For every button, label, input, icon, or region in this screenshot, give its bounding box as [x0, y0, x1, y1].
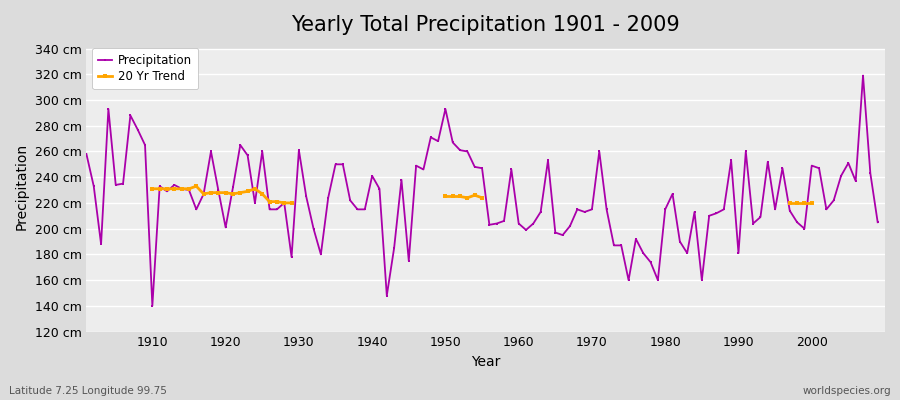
Precipitation — [81, 152, 92, 156]
Bar — [86, 254, 885, 280]
Bar — [86, 126, 885, 152]
20 Yr Trend — [198, 192, 209, 196]
Text: Latitude 7.25 Longitude 99.75: Latitude 7.25 Longitude 99.75 — [9, 386, 166, 396]
Precipitation — [147, 304, 158, 308]
Precipitation — [520, 228, 531, 232]
20 Yr Trend — [162, 186, 173, 191]
20 Yr Trend — [191, 184, 202, 189]
20 Yr Trend — [176, 186, 187, 191]
20 Yr Trend — [286, 200, 297, 205]
Bar — [86, 74, 885, 100]
Bar — [86, 306, 885, 332]
20 Yr Trend — [220, 190, 231, 195]
Precipitation — [872, 220, 883, 225]
Bar — [86, 229, 885, 254]
20 Yr Trend — [249, 186, 260, 191]
20 Yr Trend — [228, 192, 238, 196]
20 Yr Trend — [213, 190, 224, 195]
Text: worldspecies.org: worldspecies.org — [803, 386, 891, 396]
Precipitation — [858, 73, 868, 78]
20 Yr Trend — [256, 192, 267, 196]
Bar — [86, 203, 885, 229]
Line: Precipitation: Precipitation — [85, 74, 879, 307]
Bar — [86, 100, 885, 126]
20 Yr Trend — [147, 186, 158, 191]
Precipitation — [513, 221, 524, 226]
20 Yr Trend — [235, 190, 246, 195]
Bar — [86, 48, 885, 74]
Precipitation — [352, 207, 363, 212]
Y-axis label: Precipitation: Precipitation — [15, 143, 29, 230]
Line: 20 Yr Trend: 20 Yr Trend — [150, 184, 293, 205]
Precipitation — [140, 143, 150, 148]
20 Yr Trend — [242, 189, 253, 194]
20 Yr Trend — [169, 186, 180, 191]
Precipitation — [308, 226, 319, 231]
Bar — [86, 152, 885, 177]
20 Yr Trend — [205, 190, 216, 195]
20 Yr Trend — [184, 186, 194, 191]
X-axis label: Year: Year — [471, 355, 500, 369]
20 Yr Trend — [154, 186, 165, 191]
20 Yr Trend — [279, 200, 290, 205]
Precipitation — [608, 243, 619, 248]
Legend: Precipitation, 20 Yr Trend: Precipitation, 20 Yr Trend — [93, 48, 198, 89]
Bar — [86, 177, 885, 203]
20 Yr Trend — [272, 199, 283, 204]
Bar — [86, 280, 885, 306]
20 Yr Trend — [265, 199, 275, 204]
Title: Yearly Total Precipitation 1901 - 2009: Yearly Total Precipitation 1901 - 2009 — [292, 15, 680, 35]
